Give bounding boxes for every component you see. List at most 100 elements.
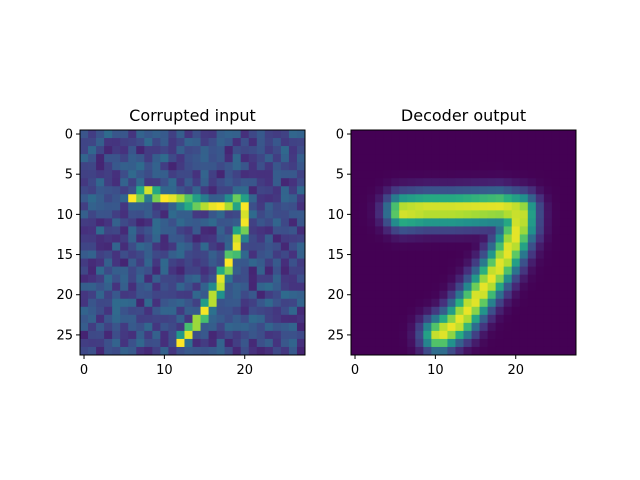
heatmap-cell [455,138,464,147]
heatmap-cell [407,130,416,139]
heatmap-cell [264,250,274,259]
heatmap-cell [463,346,472,356]
heatmap-cell [423,330,432,340]
heatmap-cell [200,322,209,332]
heatmap-cell [503,338,513,348]
heatmap-cell [272,210,282,219]
heatmap-cell [200,290,209,300]
heatmap-cells [80,130,306,356]
heatmap-cell [200,274,209,284]
heatmap-cell [503,242,513,251]
heatmap-cell [240,314,250,324]
heatmap-cell [168,242,177,251]
heatmap-cell [519,298,529,308]
heatmap-cell [511,170,521,179]
heatmap-cell [527,242,537,251]
heatmap-cell [447,274,456,284]
heatmap-cell [463,282,472,292]
heatmap-cell [96,210,105,219]
heatmap-cell [391,186,400,195]
heatmap-cell [128,298,137,308]
heatmap-cell [272,186,282,195]
heatmap-cell [351,154,360,163]
panel-title: Corrupted input [129,106,256,125]
heatmap-cell [519,170,529,179]
heatmap-cell [447,138,456,147]
heatmap-cell [208,298,218,308]
heatmap-cell [471,202,480,211]
heatmap-cell [296,138,306,147]
heatmap-cell [375,170,384,179]
heatmap-cell [296,154,306,163]
heatmap-cell [248,170,258,179]
heatmap-cell [184,210,193,219]
heatmap-cell [503,258,513,268]
heatmap-cell [256,210,266,219]
heatmap-cell [288,234,298,243]
heatmap-cell [543,162,553,171]
heatmap-cell [232,186,242,195]
heatmap-cell [296,274,306,284]
heatmap-cell [216,218,226,227]
heatmap-cell [415,298,424,308]
heatmap-cell [104,298,113,308]
heatmap-cell [240,130,250,139]
heatmap-cell [471,298,480,308]
heatmap-cell [527,170,537,179]
heatmap-cell [471,330,480,340]
heatmap-cell [184,338,193,348]
heatmap-cell [120,130,129,139]
heatmap-cell [88,338,97,348]
heatmap-cell [431,338,440,348]
heatmap-cell [447,338,456,348]
heatmap-cell [487,266,497,276]
heatmap-cell [543,282,553,292]
heatmap-cell [248,194,258,203]
heatmap-cell [264,130,274,139]
heatmap-cell [192,146,201,155]
heatmap-cell [96,234,105,243]
heatmap-cell [120,338,129,348]
heatmap-cell [423,226,432,235]
heatmap-cell [407,298,416,308]
heatmap-cell [160,202,169,211]
heatmap-cell [224,210,234,219]
heatmap-cell [415,218,424,227]
heatmap-cell [487,170,497,179]
heatmap-cell [104,290,113,300]
heatmap-cell [543,202,553,211]
heatmap-cell [192,178,201,187]
heatmap-cell [463,290,472,300]
heatmap-cell [527,138,537,147]
heatmap-cell [288,266,298,276]
heatmap-cell [543,298,553,308]
heatmap-cell [551,290,561,300]
heatmap-cell [495,202,505,211]
heatmap-cell [88,194,97,203]
heatmap-cell [447,130,456,139]
heatmap-cell [559,266,569,276]
heatmap-cell [463,162,472,171]
heatmap-cell [120,314,129,324]
heatmap-cell [104,314,113,324]
heatmap-cell [208,202,218,211]
heatmap-cell [471,194,480,203]
heatmap-cell [208,266,218,276]
heatmap-cell [487,250,497,259]
heatmap-cell [272,274,282,284]
heatmap-cell [439,330,448,340]
heatmap-cell [200,194,209,203]
heatmap-cell [120,322,129,332]
heatmap-cell [136,266,145,276]
heatmap-cell [216,210,226,219]
heatmap-cell [280,178,290,187]
heatmap-cell [104,322,113,332]
heatmap-cell [487,218,497,227]
heatmap-cell [351,258,360,268]
heatmap-cell [280,298,290,308]
heatmap-cell [407,322,416,332]
heatmap-cell [264,306,274,316]
heatmap-cell [240,306,250,316]
heatmap-cell [407,202,416,211]
heatmap-cell [495,178,505,187]
